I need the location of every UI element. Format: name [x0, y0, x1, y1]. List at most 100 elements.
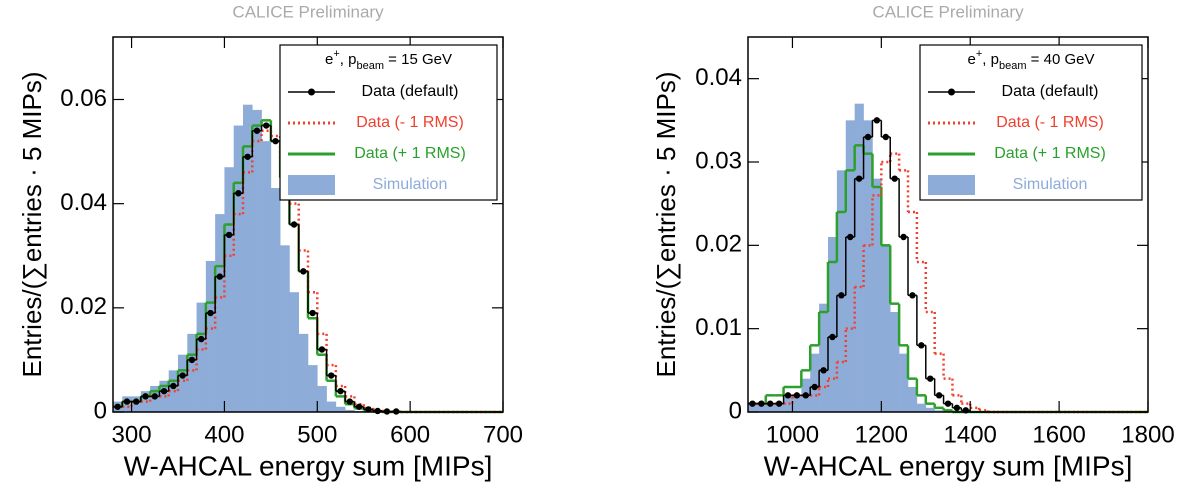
y-tick-label: 0.06	[60, 85, 107, 112]
data-point	[309, 309, 316, 317]
y-tick-label: 0.02	[60, 293, 107, 320]
data-point	[263, 122, 270, 129]
legend-label: Simulation	[373, 176, 448, 193]
x-tick-label: 400	[204, 421, 244, 448]
histogram-bar	[881, 245, 891, 412]
histogram-bar	[845, 120, 855, 412]
legend-label: Data (+ 1 RMS)	[994, 145, 1106, 162]
histogram-bar	[908, 387, 918, 412]
histogram-bar	[280, 245, 290, 412]
legend-title-part: +	[333, 48, 339, 60]
histogram-bar	[178, 354, 188, 412]
legend-title-part: = 40 GeV	[1027, 51, 1095, 68]
data-point	[133, 398, 140, 405]
legend-title: e+, pbeam = 15 GeV	[325, 48, 452, 72]
chart-title: CALICE Preliminary	[232, 2, 384, 21]
data-point	[900, 233, 907, 241]
legend-title-part: +	[976, 48, 982, 60]
histogram-bar	[748, 403, 758, 412]
data-point	[802, 392, 809, 399]
x-tick-label: 1600	[1032, 421, 1085, 448]
histogram-bar	[270, 188, 281, 412]
data-point	[225, 231, 233, 239]
chart-title: CALICE Preliminary	[872, 2, 1024, 21]
histogram-bar	[187, 333, 197, 412]
histogram-bar	[810, 353, 820, 412]
data-point	[123, 398, 131, 405]
data-point	[151, 393, 158, 400]
histogram-bar	[836, 170, 847, 412]
data-point	[864, 133, 872, 141]
legend-title: e+, pbeam = 40 GeV	[968, 48, 1095, 72]
histogram-bar	[783, 395, 793, 412]
data-point	[847, 233, 854, 241]
histogram-bar	[317, 385, 327, 412]
data-point	[758, 400, 765, 407]
panel: CALICE Preliminary 300 400 500 600 700 0 0.02 0.…	[17, 2, 523, 481]
legend-swatch	[928, 175, 975, 195]
data-point	[918, 342, 925, 349]
legend-title-part: , p	[340, 51, 357, 68]
legend-title-part: = 15 GeV	[384, 51, 452, 68]
data-point	[838, 292, 845, 299]
histogram-bar	[916, 403, 927, 412]
histogram-bar	[819, 303, 829, 412]
legend-label: Data (- 1 RMS)	[996, 114, 1104, 131]
data-point	[767, 400, 774, 407]
data-point	[820, 367, 827, 374]
histogram-bar	[765, 403, 775, 412]
histogram-bar	[872, 178, 882, 412]
data-point	[873, 117, 881, 124]
histogram-bar	[224, 167, 235, 412]
x-axis-title: W-AHCAL energy sum [MIPs]	[764, 450, 1133, 481]
y-tick-label: 0.03	[695, 147, 742, 174]
histogram-bar	[298, 333, 309, 412]
histogram-bar	[326, 401, 337, 412]
y-tick-label: 0	[94, 397, 107, 424]
histogram-bar	[308, 365, 318, 412]
data-point	[198, 335, 205, 343]
data-point	[318, 346, 326, 353]
legend-title-part: beam	[999, 60, 1027, 72]
legend-box	[919, 44, 1143, 201]
histogram-bar	[159, 380, 170, 412]
legend-marker	[308, 88, 315, 96]
histogram-bar	[289, 292, 300, 412]
data-point	[114, 403, 121, 410]
histogram-bar	[925, 407, 935, 412]
legend-title-part: , p	[982, 51, 999, 68]
data-point	[365, 406, 372, 413]
data-point	[244, 153, 251, 160]
x-tick-label: 600	[390, 421, 430, 448]
histogram-bar	[252, 109, 262, 413]
data-point	[290, 221, 298, 228]
histogram-bar	[828, 237, 838, 412]
data-point	[855, 175, 863, 182]
y-tick-label: 0.02	[695, 231, 742, 258]
data-point	[235, 190, 242, 197]
plot-frame	[112, 36, 504, 413]
y-tick-label: 0.04	[695, 64, 742, 91]
data-point	[944, 400, 952, 407]
histogram-bar	[140, 391, 151, 412]
legend-label: Data (+ 1 RMS)	[354, 145, 466, 162]
histogram-bar	[261, 141, 272, 412]
legend-title-part: e	[325, 51, 333, 68]
data-point	[253, 127, 261, 134]
data-point	[882, 133, 889, 141]
histogram-bar	[215, 214, 225, 412]
x-tick-label: 1200	[855, 421, 908, 448]
y-axis-title: Entries/(∑entries · 5 MIPs)	[17, 71, 47, 377]
histogram-bar	[233, 125, 244, 413]
x-tick-label: 500	[297, 421, 337, 448]
data-point	[337, 387, 344, 395]
x-tick-label: 1000	[766, 421, 819, 448]
x-axis-title: W-AHCAL energy sum [MIPs]	[124, 450, 493, 481]
legend-swatch	[288, 175, 335, 195]
legend-box	[279, 44, 498, 201]
x-tick-label: 700	[483, 421, 523, 448]
data-point	[272, 137, 279, 145]
data-point	[811, 383, 818, 391]
y-tick-label: 0	[729, 397, 742, 424]
